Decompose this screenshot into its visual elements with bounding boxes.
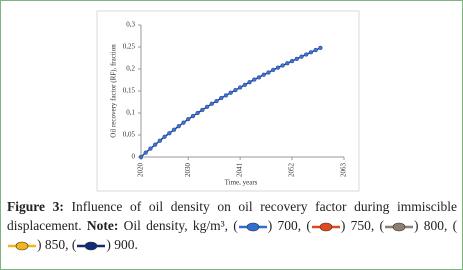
swatch-marker bbox=[392, 222, 406, 232]
x-tick-label: 2052 bbox=[288, 163, 296, 178]
x-tick-label: 2041 bbox=[236, 163, 244, 178]
y-tick-label: 0,3 bbox=[126, 21, 135, 29]
note-text: Oil density, kg/m³, bbox=[123, 218, 228, 233]
x-axis-title: Time, years bbox=[225, 179, 258, 187]
data-point bbox=[266, 70, 271, 75]
data-point bbox=[176, 124, 181, 129]
data-point bbox=[280, 63, 285, 68]
data-point bbox=[313, 47, 318, 53]
swatch-marker bbox=[246, 222, 260, 232]
y-tick-label: 0 bbox=[132, 153, 136, 161]
legend-label: ) 850, bbox=[37, 237, 69, 252]
legend-open: ( bbox=[306, 218, 311, 233]
legend-item: ( ) 800, bbox=[379, 218, 447, 233]
chart: Oil recovery factor (RF), fraction Time,… bbox=[96, 10, 360, 192]
y-tick-label: 0,15 bbox=[123, 87, 136, 95]
data-point bbox=[157, 138, 163, 143]
data-point bbox=[242, 82, 248, 87]
data-point bbox=[247, 80, 252, 85]
data-point bbox=[233, 87, 238, 93]
data-point bbox=[148, 146, 153, 151]
legend-open: ( bbox=[379, 218, 384, 233]
legend-label: ) 900. bbox=[106, 237, 138, 252]
legend-open: ( bbox=[71, 237, 77, 252]
data-point bbox=[171, 127, 177, 132]
note-label: Note: bbox=[86, 218, 119, 233]
data-point bbox=[143, 150, 148, 155]
legend-open: ( bbox=[233, 218, 238, 233]
data-point bbox=[304, 52, 309, 57]
data-line bbox=[140, 47, 321, 158]
x-tick-label: 2030 bbox=[184, 163, 192, 178]
data-point bbox=[271, 67, 276, 73]
legend-label: ) 750, bbox=[340, 218, 375, 233]
caption-text: Influence of oil density on oil recovery… bbox=[7, 199, 457, 233]
data-point bbox=[223, 93, 229, 98]
legend-swatch bbox=[384, 222, 413, 232]
data-point bbox=[138, 154, 144, 160]
data-point bbox=[153, 142, 158, 147]
legend-item: () 850, bbox=[7, 218, 457, 252]
data-point bbox=[308, 50, 314, 55]
legend-label: ) 700, bbox=[267, 218, 302, 233]
y-tick-label: 0,05 bbox=[123, 131, 136, 139]
data-point bbox=[228, 90, 233, 95]
y-tick-label: 0,25 bbox=[123, 43, 136, 51]
data-point bbox=[294, 56, 299, 62]
chart-frame bbox=[96, 10, 360, 192]
y-tick-label: 0,2 bbox=[126, 65, 135, 73]
x-tick-label: 2020 bbox=[137, 163, 145, 178]
legend-item: ( ) 700, bbox=[233, 218, 301, 233]
legend-item: ( ) 900. bbox=[72, 237, 138, 252]
data-point bbox=[214, 98, 219, 104]
legend-swatch bbox=[8, 241, 36, 251]
data-point bbox=[167, 131, 172, 136]
y-tick-label: 0,1 bbox=[126, 109, 135, 117]
data-point bbox=[186, 117, 191, 122]
data-point bbox=[219, 95, 224, 101]
data-point bbox=[318, 45, 323, 51]
swatch-marker bbox=[15, 241, 29, 251]
data-point bbox=[200, 107, 205, 113]
data-point bbox=[252, 77, 257, 82]
figure-label: Figure 3: bbox=[7, 199, 64, 214]
swatch-marker bbox=[85, 241, 98, 251]
legend-swatch bbox=[238, 222, 267, 232]
legend-item: ( ) 750, bbox=[306, 218, 374, 233]
data-point bbox=[256, 75, 262, 80]
data-point bbox=[181, 120, 186, 125]
data-point bbox=[289, 58, 295, 64]
x-tick-label: 2063 bbox=[340, 163, 348, 178]
data-point bbox=[204, 104, 210, 109]
data-point bbox=[195, 110, 200, 116]
y-axis-title: Oil recovery factor (RF), fraction bbox=[110, 44, 118, 138]
data-point bbox=[261, 72, 266, 77]
caption: Figure 3: Influence of oil density on oi… bbox=[7, 197, 457, 254]
data-point bbox=[299, 54, 304, 59]
swatch-marker bbox=[319, 222, 333, 232]
data-point bbox=[237, 85, 243, 90]
legend-label: ) 800, bbox=[413, 218, 448, 233]
data-point bbox=[162, 134, 167, 139]
legend-open: ( bbox=[452, 218, 458, 233]
data-point bbox=[209, 101, 214, 106]
data-point bbox=[190, 113, 196, 119]
legend: () 700, () 750, () 800, () 850, () 900. bbox=[7, 218, 457, 252]
legend-swatch bbox=[77, 241, 106, 251]
data-point bbox=[275, 65, 281, 70]
data-point bbox=[285, 61, 290, 66]
legend-swatch bbox=[311, 222, 340, 232]
